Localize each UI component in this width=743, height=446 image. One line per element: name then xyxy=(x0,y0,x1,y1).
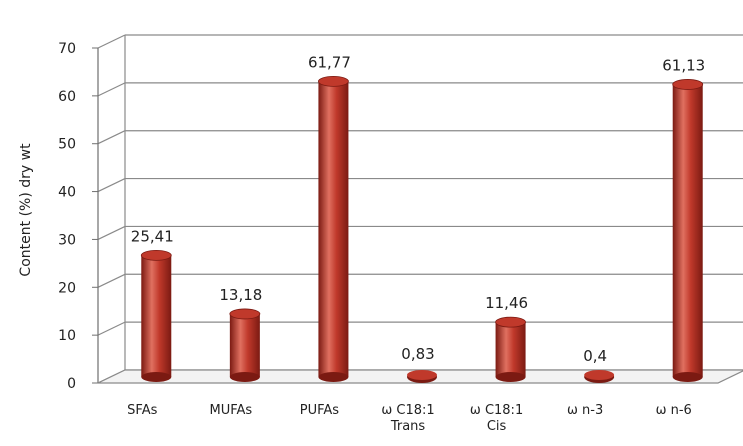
bar-base xyxy=(141,372,172,382)
bar-top xyxy=(584,370,615,380)
data-label: 13,18 xyxy=(219,286,262,304)
gridlines xyxy=(97,34,743,384)
category-label-line: Trans xyxy=(390,419,426,434)
data-label: 61,77 xyxy=(308,53,351,71)
category-label: ω n-6 xyxy=(656,403,692,418)
bar-top xyxy=(140,249,172,261)
data-label: 61,13 xyxy=(662,56,705,74)
gridline-depth xyxy=(97,34,126,49)
bar-body xyxy=(495,322,526,377)
bar-body xyxy=(141,255,172,377)
category-label-line: PUFAs xyxy=(300,403,340,418)
gridline-depth xyxy=(97,321,126,336)
bar xyxy=(140,249,172,382)
bar xyxy=(229,308,261,382)
bar xyxy=(584,370,615,383)
bar-top xyxy=(229,308,261,320)
category-label: ω n-3 xyxy=(567,403,603,418)
bar xyxy=(318,75,349,382)
bar-body xyxy=(229,313,260,377)
category-label: PUFAs xyxy=(300,403,340,418)
y-tick-label: 70 xyxy=(58,41,76,57)
gridline-depth xyxy=(97,130,126,145)
bar-body xyxy=(318,81,349,378)
category-label: MUFAs xyxy=(210,403,253,418)
data-labels: 25,41 13,18 61,77 0,83 11,46 0,4 61,13 xyxy=(131,53,705,365)
data-label: 0,83 xyxy=(401,345,434,363)
bar-base xyxy=(229,372,260,382)
data-label: 11,46 xyxy=(485,294,528,312)
y-axis-label: Content (%) dry wt xyxy=(18,143,34,277)
bar-top xyxy=(495,316,526,328)
bar xyxy=(495,316,526,382)
category-label-line: ω C18:1 xyxy=(470,403,523,418)
category-label: SFAs xyxy=(127,403,157,418)
y-tick-label: 20 xyxy=(58,280,76,296)
category-label: ω C18:1 Trans xyxy=(381,403,434,434)
bar-top xyxy=(407,370,437,380)
bar-base xyxy=(672,372,703,382)
category-label-line: SFAs xyxy=(127,403,157,418)
category-label-line: ω C18:1 xyxy=(381,403,434,418)
category-label-line: ω n-6 xyxy=(656,403,692,418)
gridline-depth xyxy=(97,82,126,97)
gridline-depth xyxy=(97,178,126,193)
y-tick-label: 50 xyxy=(58,137,76,153)
y-tick-label: 40 xyxy=(58,185,76,201)
y-tick-label: 30 xyxy=(58,232,76,248)
bar xyxy=(672,79,704,382)
bar-body xyxy=(672,84,703,378)
y-tick-labels: 0 10 20 30 40 50 60 70 xyxy=(58,41,76,392)
axes xyxy=(92,35,743,384)
y-tick-label: 60 xyxy=(58,89,76,105)
category-label-line: Cis xyxy=(487,419,507,434)
category-label: ω C18:1 Cis xyxy=(470,403,523,434)
bars xyxy=(140,75,704,383)
bar-base xyxy=(318,372,349,382)
data-label: 25,41 xyxy=(131,227,174,245)
category-label-line: MUFAs xyxy=(210,403,253,418)
y-tick-label: 10 xyxy=(58,328,76,344)
gridline-depth xyxy=(97,225,126,240)
y-tick-label: 0 xyxy=(67,376,76,392)
bar xyxy=(407,370,437,383)
bar-base xyxy=(495,372,526,382)
bar-top xyxy=(318,75,349,87)
bar-top xyxy=(672,79,704,90)
data-label: 0,4 xyxy=(583,347,607,365)
gridline-depth xyxy=(97,273,126,288)
category-label-line: ω n-3 xyxy=(567,403,603,418)
